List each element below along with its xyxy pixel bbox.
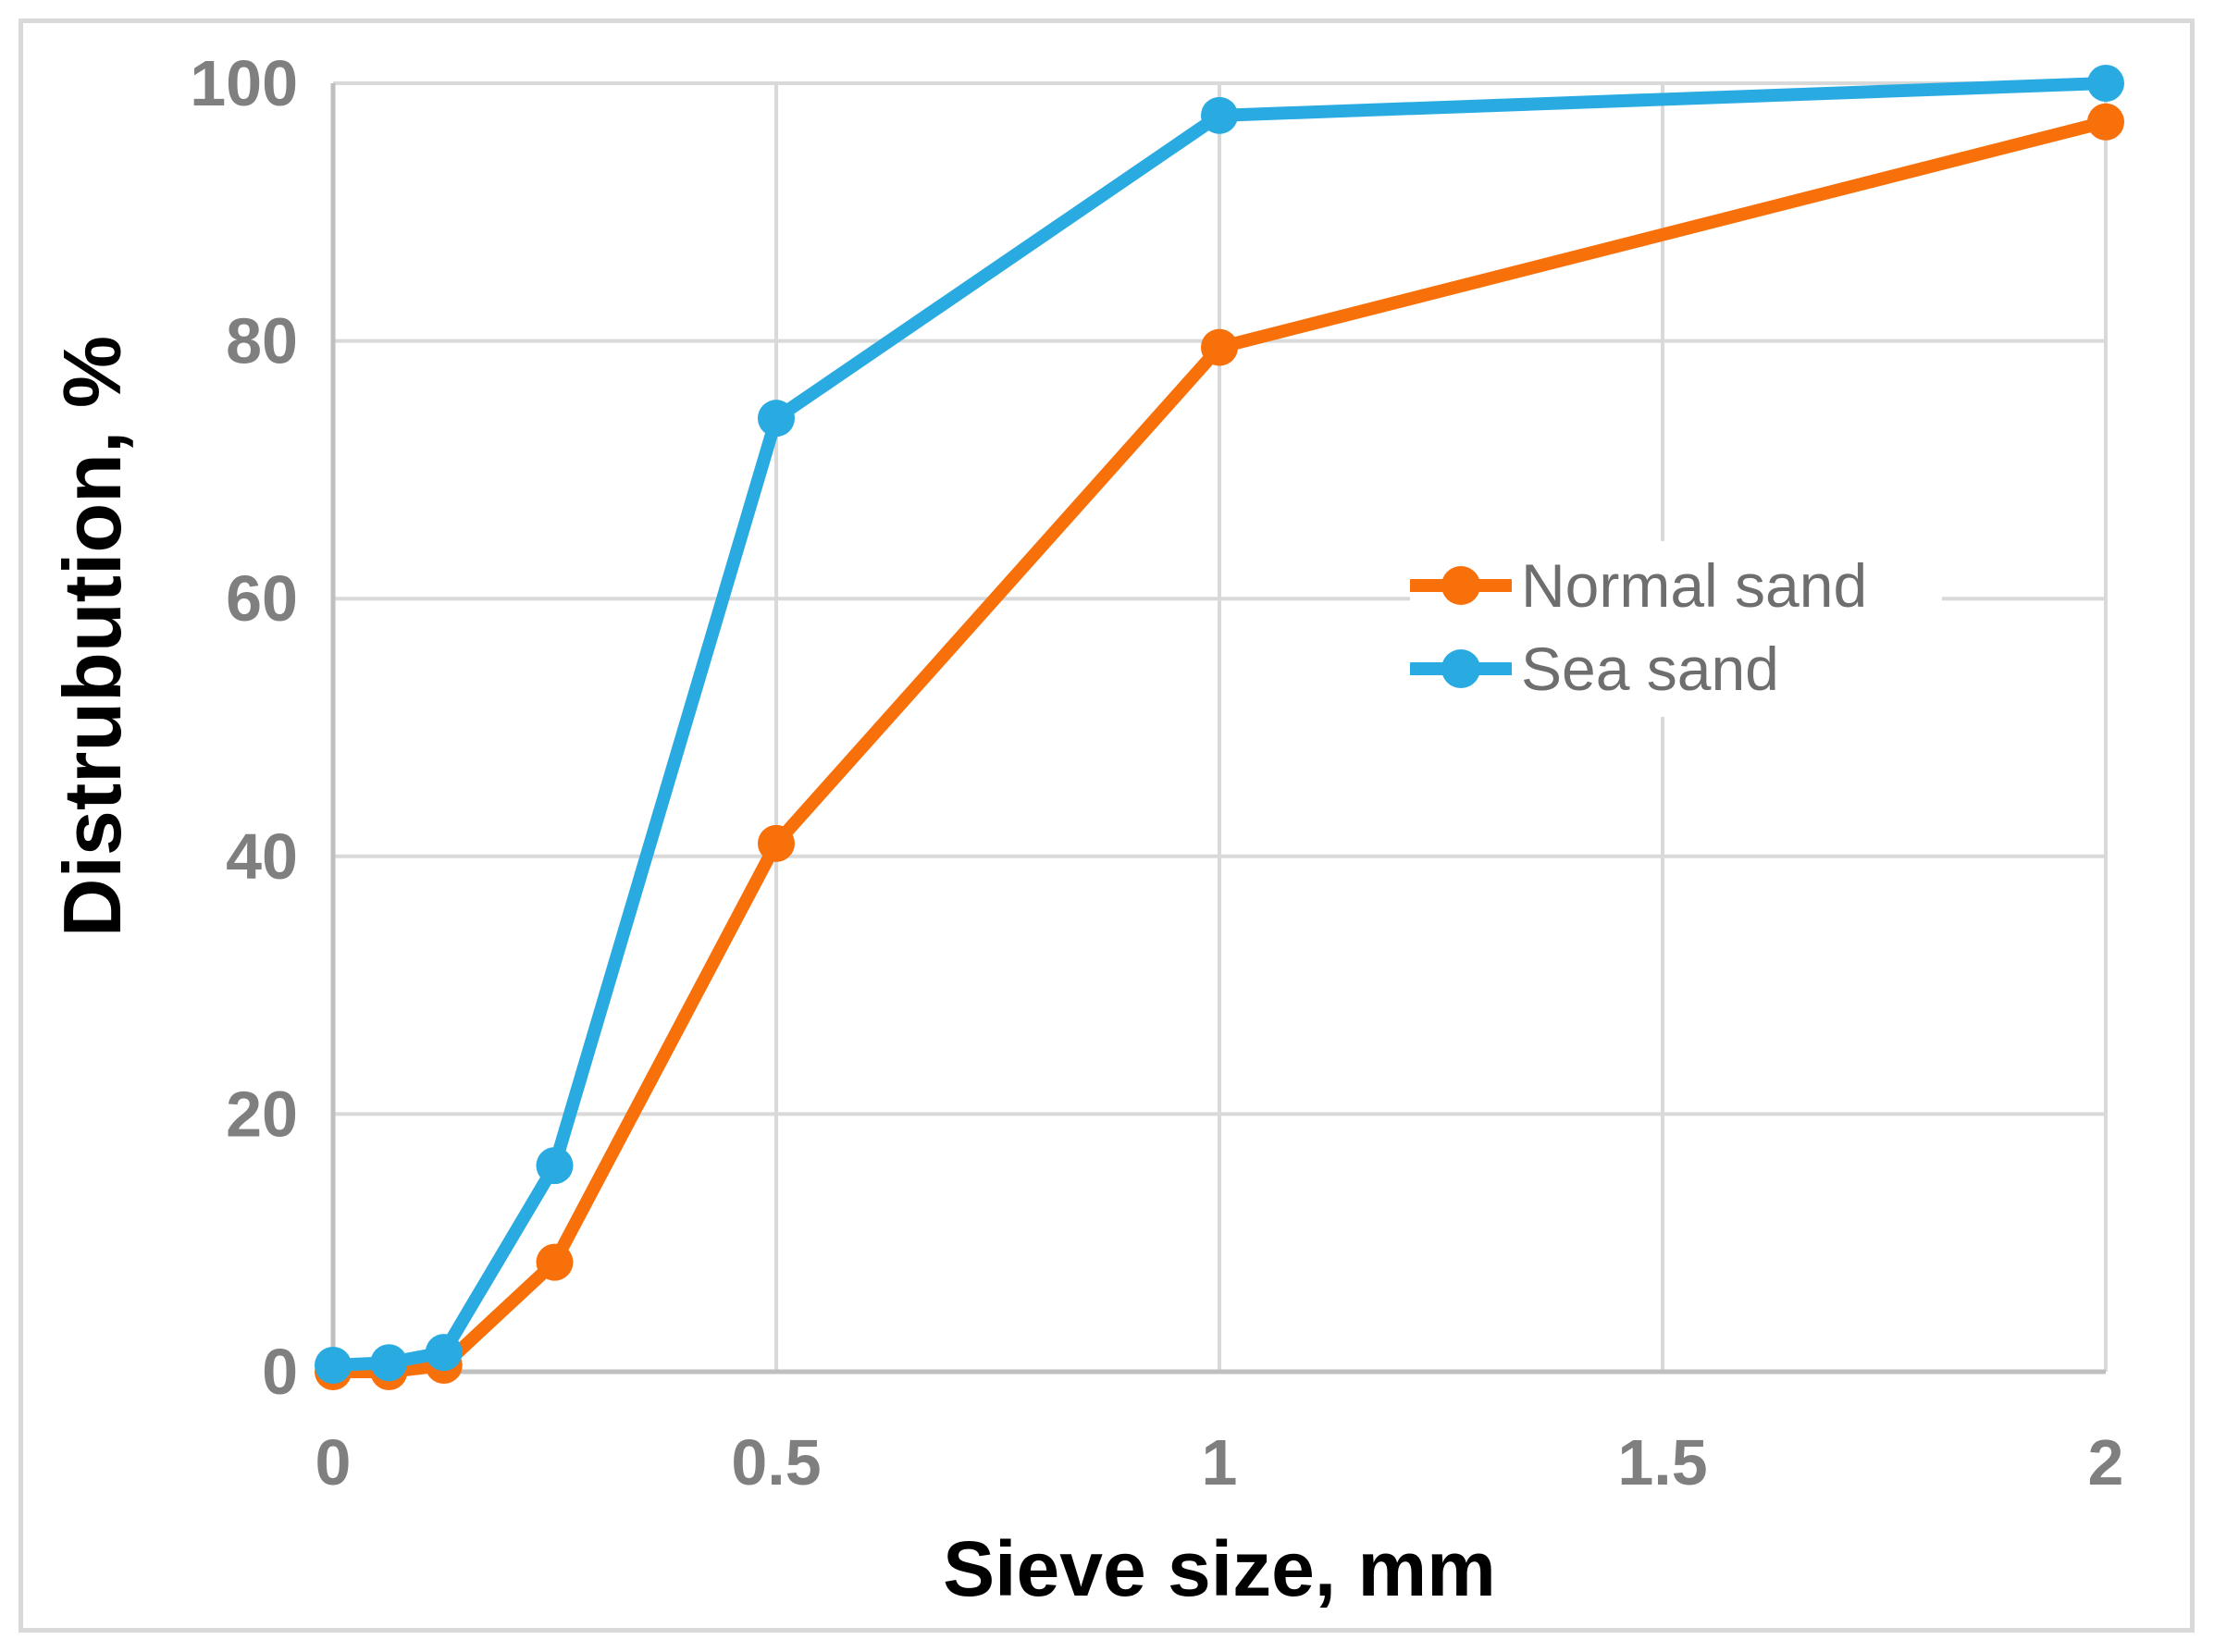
marker-normal-sand-1 [1201, 328, 1238, 366]
marker-sea-sand-0.5 [758, 400, 795, 438]
x-tick-label-0.5: 0.5 [731, 1426, 821, 1498]
sea-sand-line-dot-icon [1410, 649, 1512, 688]
marker-sea-sand-2 [2087, 65, 2124, 102]
y-axis-title: Distrubution, % [46, 335, 138, 938]
marker-normal-sand-0.5 [758, 824, 795, 862]
legend-item-sea-sand: Sea sand [1410, 634, 1942, 704]
marker-sea-sand-0 [315, 1347, 352, 1385]
legend-item-normal-sand: Normal sand [1410, 550, 1942, 621]
x-axis-title: Sieve size, mm [943, 1525, 1496, 1612]
marker-sea-sand-0.125 [425, 1334, 463, 1372]
y-tick-label-20: 20 [226, 1078, 298, 1150]
legend-label-sea-sand: Sea sand [1521, 635, 1779, 703]
normal-sand-line-dot-icon [1410, 566, 1512, 605]
y-tick-label-100: 100 [190, 47, 298, 119]
y-tick-label-40: 40 [226, 820, 298, 893]
y-tick-label-0: 0 [262, 1336, 298, 1408]
legend: Normal sand Sea sand [1410, 541, 1942, 717]
x-tick-label-2: 2 [2088, 1426, 2124, 1498]
marker-sea-sand-0.25 [536, 1147, 574, 1185]
y-tick-label-80: 80 [226, 305, 298, 377]
x-tick-label-0: 0 [315, 1426, 352, 1498]
marker-normal-sand-0.25 [536, 1243, 574, 1281]
marker-normal-sand-2 [2087, 103, 2124, 141]
y-tick-label-60: 60 [226, 562, 298, 635]
x-tick-label-1.5: 1.5 [1617, 1426, 1707, 1498]
marker-sea-sand-1 [1201, 96, 1238, 134]
x-tick-label-1: 1 [1202, 1426, 1238, 1498]
marker-sea-sand-0.063 [370, 1344, 408, 1382]
legend-label-normal-sand: Normal sand [1521, 551, 1868, 620]
